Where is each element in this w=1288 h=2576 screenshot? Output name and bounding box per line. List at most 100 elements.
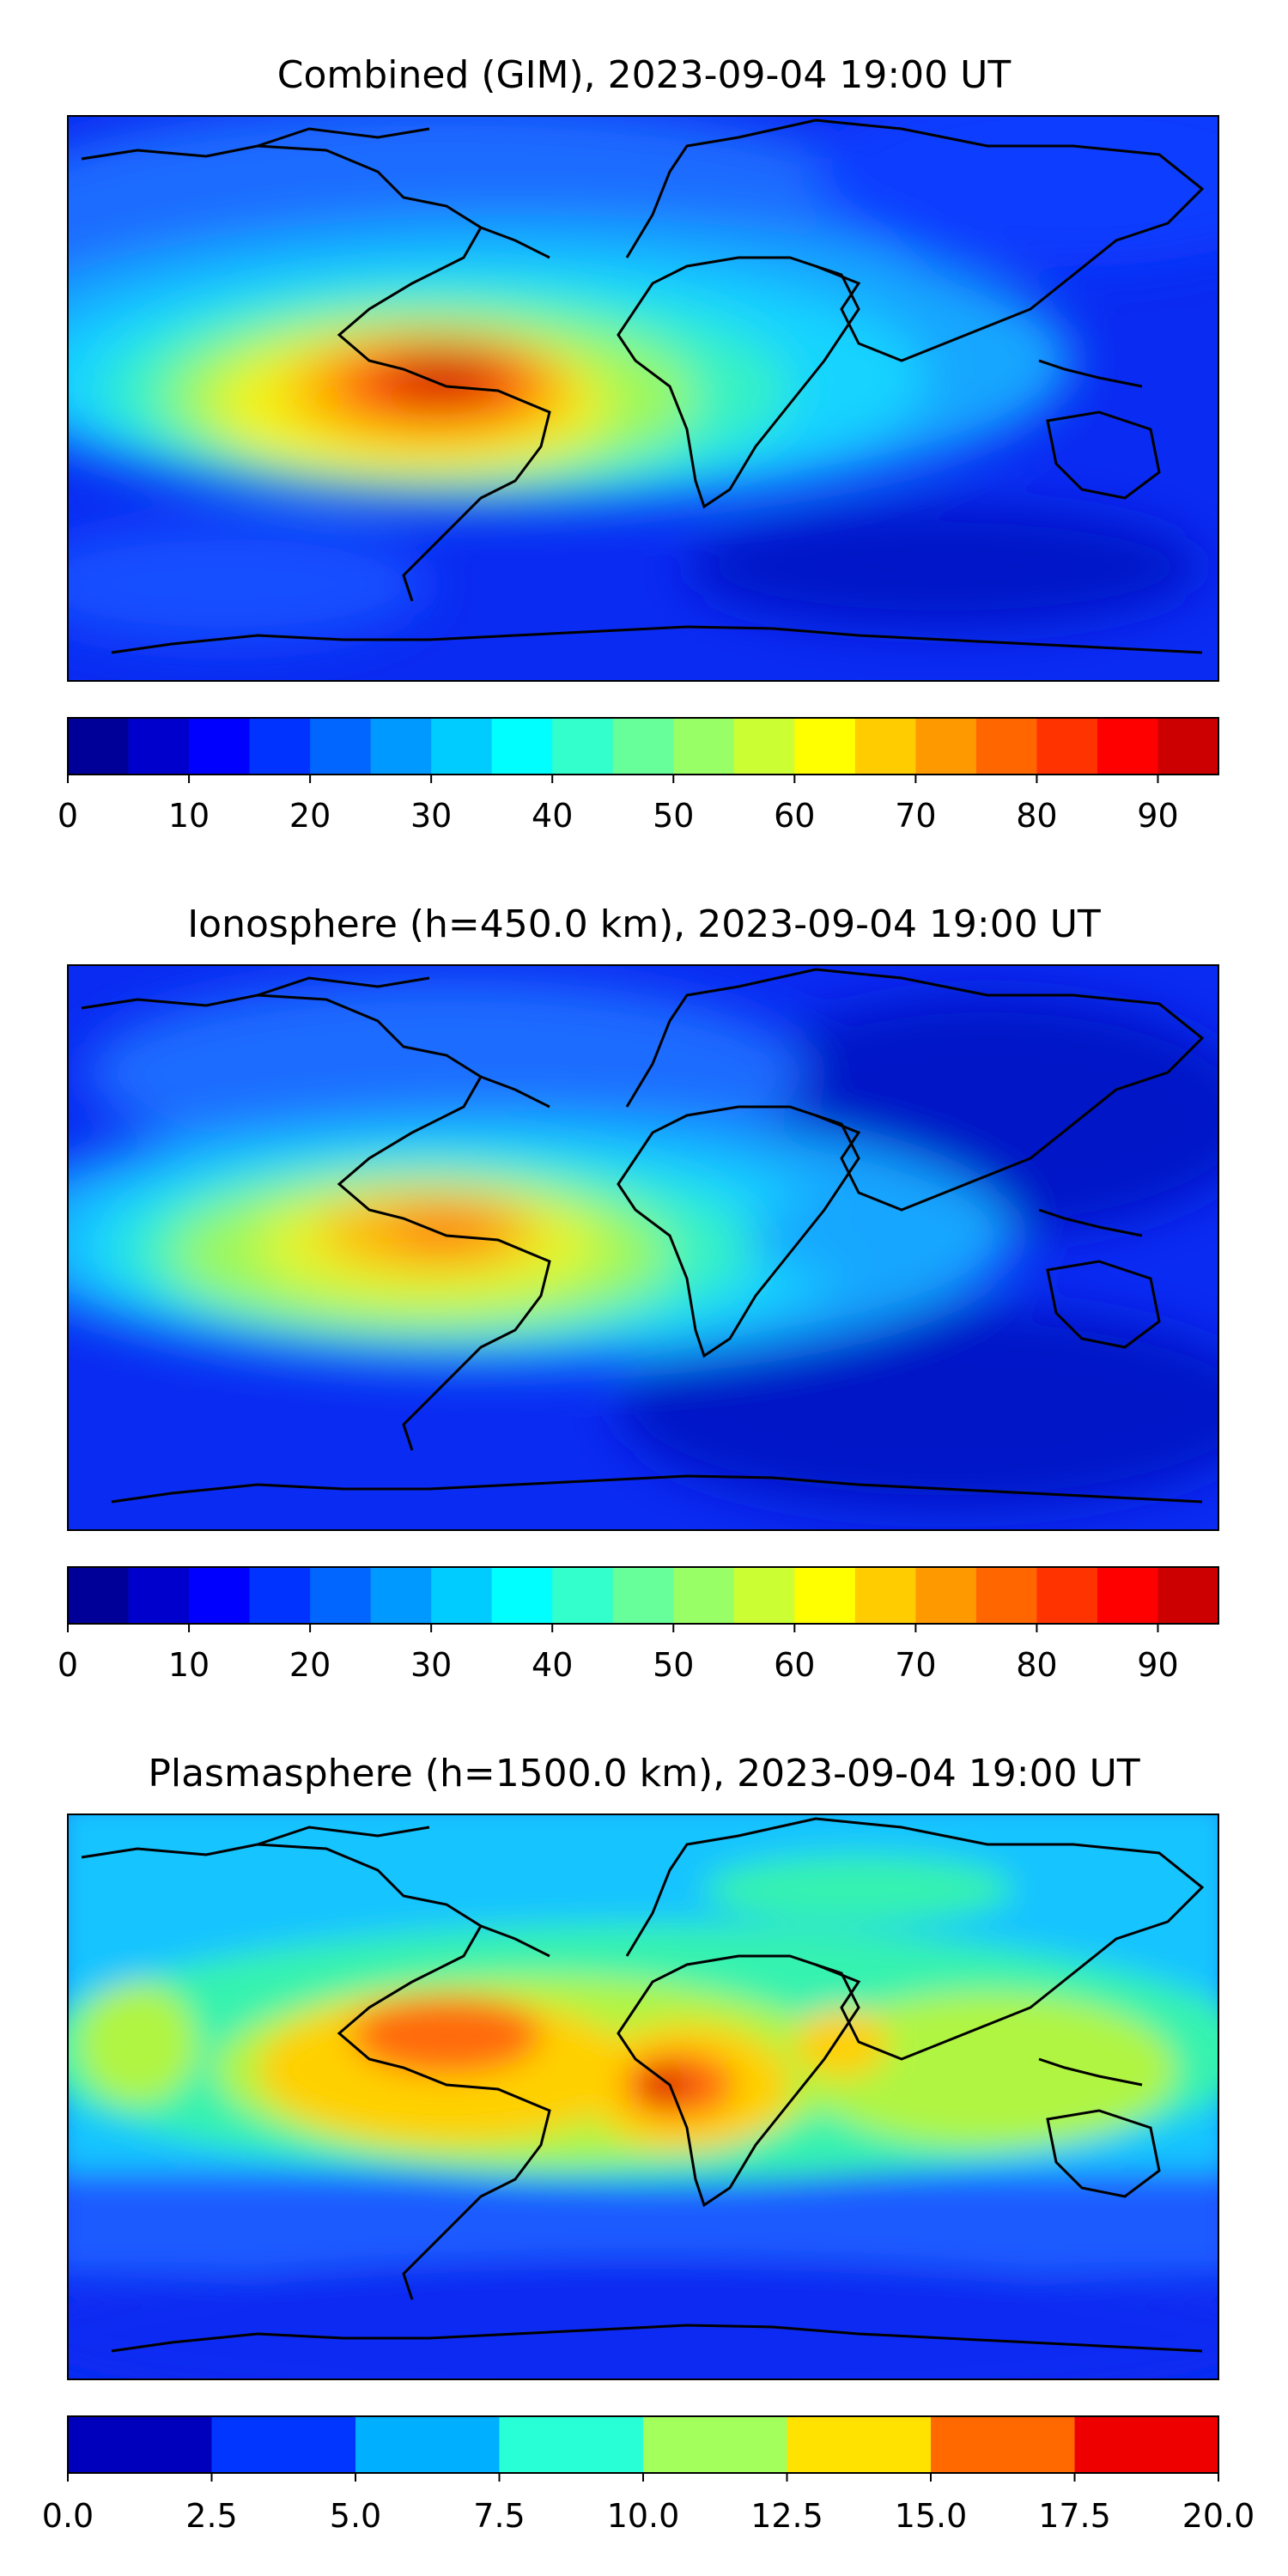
contour-band (704, 1855, 1013, 1923)
contour-band (68, 2258, 1218, 2379)
colorbar-tick-label: 60 (774, 797, 815, 835)
colorbar-tick-label: 90 (1137, 1646, 1178, 1684)
colorbar-swatch (1036, 718, 1098, 775)
colorbar-tick-label: 80 (1016, 1646, 1057, 1684)
colorbar-swatch (1074, 2416, 1219, 2473)
colorbar-swatch (552, 1567, 614, 1624)
panel-ionosphere: Ionosphere (h=450.0 km), 2023-09-04 19:0… (58, 902, 1219, 1684)
colorbar-swatch (1097, 718, 1158, 775)
colorbar-swatch (794, 718, 856, 775)
colorbar-swatch (1036, 1567, 1098, 1624)
contour-band (794, 2009, 889, 2078)
colorbar-tick-label: 30 (410, 797, 452, 835)
colorbar-swatch (128, 1567, 190, 1624)
contour-band (386, 1211, 507, 1249)
colorbar-swatch (68, 1567, 130, 1624)
colorbar-swatch (975, 1567, 1037, 1624)
colorbar-tick-label: 7.5 (473, 2497, 525, 2535)
colorbar-swatch (612, 718, 674, 775)
colorbar-tick-label: 50 (653, 797, 694, 835)
colorbar-tick-label: 20 (289, 1646, 331, 1684)
colorbar-tick-label: 10.0 (607, 2497, 680, 2535)
colorbar-combined: 0 10 20 30 40 50 60 70 80 90 (58, 717, 1219, 835)
map-frame (67, 115, 1219, 682)
colorbar-swatch (189, 718, 251, 775)
colorbar-tick-label: 40 (532, 1646, 573, 1684)
colorbar-plasmasphere: 0.0 2.5 5.0 7.5 10.0 12.5 15.0 17.5 20.0 (42, 2415, 1255, 2535)
colorbar-frame (67, 1566, 1219, 1625)
colorbar-swatch (975, 718, 1037, 775)
contour-band (618, 1305, 1218, 1511)
colorbar-tick-label: 0 (58, 1646, 78, 1684)
colorbar-tick-label: 20.0 (1182, 2497, 1255, 2535)
panel-title: Ionosphere (h=450.0 km), 2023-09-04 19:0… (187, 902, 1101, 946)
coastlines (81, 968, 1205, 1504)
contour-band (68, 524, 429, 644)
colorbar-tick-label: 30 (410, 1646, 452, 1684)
contour-band (799, 1992, 1176, 2147)
colorbar-swatch (915, 718, 977, 775)
colorbar-tick-label: 15.0 (895, 2497, 968, 2535)
colorbar-tick-label: 17.5 (1038, 2497, 1111, 2535)
colorbar-ionosphere: 0 10 20 30 40 50 60 70 80 90 (58, 1566, 1219, 1684)
colorbar-tick-label: 70 (895, 1646, 936, 1684)
colorbar-tick-label: 50 (653, 1646, 694, 1684)
map-field-plasmasphere (68, 1814, 1218, 2379)
colorbar-swatch (310, 1567, 372, 1624)
colorbar-swatch (310, 718, 372, 775)
contour-band (352, 1996, 541, 2074)
colorbar-tick-label: 10 (168, 1646, 210, 1684)
colorbar-tick-label: 2.5 (185, 2497, 237, 2535)
panel-title: Combined (GIM), 2023-09-04 19:00 UT (277, 53, 1012, 97)
colorbar-tick-label: 40 (532, 797, 573, 835)
colorbar-swatch (643, 2416, 787, 2473)
colorbar-swatch (249, 718, 311, 775)
colorbar-tick-label: 10 (168, 797, 210, 835)
colorbar-swatch (249, 1567, 311, 1624)
colorbar-tick-label: 0.0 (42, 2497, 94, 2535)
contour-band (644, 2069, 687, 2100)
colorbar-tick-label: 12.5 (750, 2497, 823, 2535)
panel-combined: Combined (GIM), 2023-09-04 19:00 UT (58, 53, 1219, 835)
colorbar-tick-label: 80 (1016, 797, 1057, 835)
colorbar-swatch (854, 718, 916, 775)
colorbar-tick-label: 5.0 (330, 2497, 381, 2535)
coastlines (81, 1817, 1205, 2353)
colorbar-swatch (1097, 1567, 1158, 1624)
colorbar-swatch (431, 718, 493, 775)
colorbar-tick-label: 0 (58, 797, 78, 835)
colorbar-swatch (854, 1567, 916, 1624)
coastlines (81, 118, 1205, 654)
panel-plasmasphere: Plasmasphere (h=1500.0 km), 2023-09-04 1… (42, 1752, 1255, 2535)
colorbar-swatch (673, 1567, 735, 1624)
colorbar-swatch (355, 2416, 500, 2473)
colorbar-swatch (68, 718, 130, 775)
colorbar-swatch (733, 718, 795, 775)
map-field-ionosphere (68, 965, 1218, 1530)
colorbar-swatch (491, 1567, 553, 1624)
colorbar-swatch (733, 1567, 795, 1624)
colorbar-swatch (68, 2416, 212, 2473)
map-field-combined (68, 116, 1218, 681)
contour-band (747, 1198, 936, 1275)
colorbar-swatch (370, 1567, 432, 1624)
colorbar-tick-label: 90 (1137, 797, 1178, 835)
colorbar-swatch (128, 718, 190, 775)
colorbar-swatch (370, 718, 432, 775)
contour-band (816, 116, 1218, 266)
colorbar-swatch (189, 1567, 251, 1624)
colorbar-swatch (915, 1567, 977, 1624)
colorbar-frame (67, 717, 1219, 775)
colorbar-swatch (931, 2416, 1075, 2473)
colorbar-swatch (491, 718, 553, 775)
colorbar-swatch (211, 2416, 356, 2473)
colorbar-swatch (1157, 718, 1219, 775)
colorbar-swatch (794, 1567, 856, 1624)
colorbar-swatch (787, 2416, 932, 2473)
map-frame (67, 964, 1219, 1531)
contour-band (77, 1984, 197, 2104)
colorbar-swatch (431, 1567, 493, 1624)
colorbar-tick-label: 60 (774, 1646, 815, 1684)
colorbar-swatch (499, 2416, 644, 2473)
